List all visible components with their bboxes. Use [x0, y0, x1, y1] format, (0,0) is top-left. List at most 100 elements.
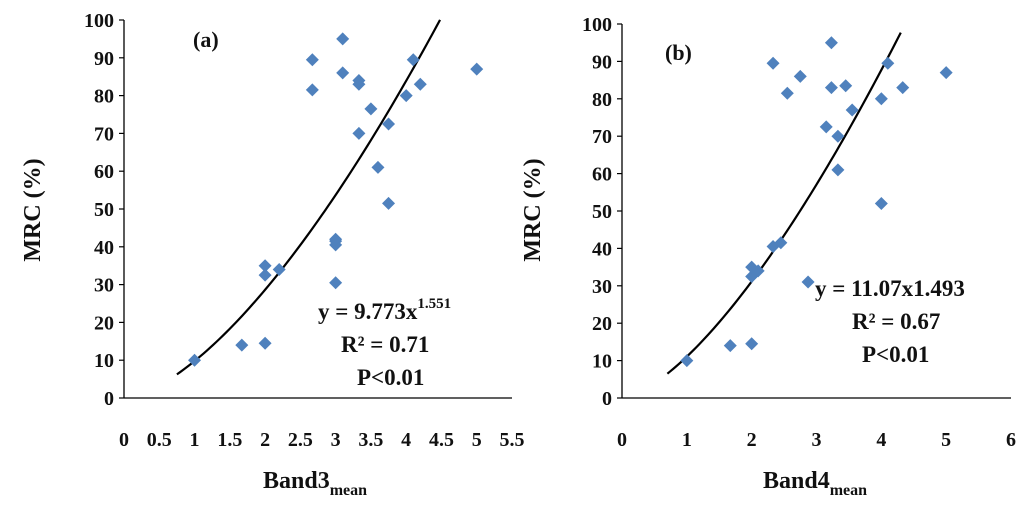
- panel-a-data-point: [371, 160, 385, 174]
- panel-a-data-point: [329, 232, 343, 246]
- panel-a-data-point: [352, 73, 366, 87]
- panel-a-y-tick-label: 70: [94, 123, 114, 145]
- panel-a-data-point: [272, 262, 286, 276]
- panel-a-equation: y = 9.773x1.551: [318, 296, 451, 324]
- panel-a-data-point: [336, 32, 350, 46]
- panel-a-x-axis-title: Band3mean: [263, 468, 367, 499]
- panel-a-fit-curve: [176, 19, 442, 376]
- panel-b-x-ticks: 0 1 2 3 4 5 6: [617, 429, 1016, 451]
- panel-a-y-tick-label: 60: [94, 161, 114, 183]
- panel-b-label: (b): [665, 40, 692, 65]
- panel-b-fit-curve: [666, 32, 902, 375]
- panel-b-data-point: [819, 120, 833, 134]
- panel-a-y-tick-label: 100: [84, 10, 114, 32]
- chart-panel-a: 0 10 20 30 40 50 60 70 80 90 100 0 0.5 1 1.5 2 2.5 3 3.5 4…: [20, 10, 525, 499]
- panel-b-y-tick-label: 30: [592, 276, 612, 298]
- panel-b-x-tick-label: 1: [682, 429, 692, 451]
- panel-b-data-point: [831, 163, 845, 177]
- panel-b-data-point: [774, 236, 788, 250]
- panel-b-data-point: [874, 92, 888, 106]
- panel-a-x-tick-label: 4.5: [429, 429, 454, 451]
- panel-b-y-tick-label: 10: [592, 351, 612, 373]
- panel-b-data-point: [896, 81, 910, 95]
- panel-a-data-point: [406, 53, 420, 67]
- panel-b-data-point: [723, 339, 737, 353]
- panel-a-data-point: [470, 62, 484, 76]
- panel-a-equation-exponent: 1.551: [417, 296, 451, 312]
- panel-b-y-axis-title: MRC (%): [520, 158, 546, 261]
- panel-a-y-axis-title: MRC (%): [20, 158, 46, 261]
- panel-a-data-point: [188, 353, 202, 367]
- panel-b-data-point: [751, 264, 765, 278]
- panel-a-y-tick-label: 10: [94, 350, 114, 372]
- panel-a-equation-base: y = 9.773x: [318, 299, 418, 324]
- panel-b-x-tick-label: 0: [617, 429, 627, 451]
- panel-a-data-point: [305, 83, 319, 97]
- chart-panel-b: 0 10 20 30 40 50 60 70 80 90 100 0 1 2 3 4 5 6 (b) MRC (…: [520, 14, 1016, 499]
- panel-a-x-tick-label: 5.5: [500, 429, 525, 451]
- panel-b-data-point: [824, 36, 838, 50]
- panel-b-y-tick-label: 50: [592, 201, 612, 223]
- panel-a-data-point: [382, 117, 396, 131]
- panel-a-y-tick-label: 30: [94, 275, 114, 297]
- panel-a-x-ticks: 0 0.5 1 1.5 2 2.5 3 3.5 4 4.5 5 5.5: [119, 429, 525, 451]
- panel-a-y-tick-label: 80: [94, 86, 114, 108]
- panel-b-data-point: [874, 197, 888, 211]
- panel-a-data-point: [235, 338, 249, 352]
- panel-b-x-tick-label: 3: [812, 429, 822, 451]
- panel-b-data-point: [793, 69, 807, 83]
- panel-a-y-tick-label: 40: [94, 237, 114, 259]
- panel-a-data-point: [382, 196, 396, 210]
- panel-a-x-tick-label: 1: [190, 429, 200, 451]
- panel-b-y-tick-label: 90: [592, 51, 612, 73]
- panel-a-data-point: [258, 268, 272, 282]
- panel-a-data-point: [258, 259, 272, 273]
- panel-b-data-point: [766, 56, 780, 70]
- panel-a-x-tick-label: 3: [331, 429, 341, 451]
- panel-a-points: [188, 32, 484, 367]
- panel-b-x-tick-label: 6: [1006, 429, 1016, 451]
- panel-b-r-squared: R² = 0.67: [852, 309, 940, 334]
- panel-a-data-point: [258, 336, 272, 350]
- panel-b-y-tick-label: 0: [602, 388, 612, 410]
- panel-a-y-tick-label: 50: [94, 199, 114, 221]
- panel-a-data-point: [305, 53, 319, 67]
- panel-a-x-tick-label: 1.5: [217, 429, 242, 451]
- panel-b-data-point: [831, 129, 845, 143]
- panel-b-data-point: [745, 337, 759, 351]
- panel-a-x-tick-label: 4: [401, 429, 411, 451]
- panel-b-y-tick-label: 20: [592, 313, 612, 335]
- panel-b-y-tick-label: 40: [592, 238, 612, 260]
- panel-a-data-point: [364, 102, 378, 116]
- panel-b-data-point: [680, 354, 694, 368]
- panel-a-x-tick-label: 2: [260, 429, 270, 451]
- panel-b-data-point: [939, 66, 953, 80]
- panel-a-y-tick-label: 0: [104, 388, 114, 410]
- panel-a-x-axis-title-sub: mean: [330, 482, 367, 499]
- panel-b-x-tick-label: 2: [747, 429, 757, 451]
- panel-b-x-tick-label: 4: [876, 429, 886, 451]
- panel-a-y-ticks: 0 10 20 30 40 50 60 70 80 90 100: [84, 10, 124, 410]
- panel-b-x-axis-title-sub: mean: [830, 482, 867, 499]
- panel-a-x-axis-title-main: Band3: [263, 468, 330, 494]
- panel-a-x-tick-label: 0.5: [147, 429, 172, 451]
- panel-a-r-squared: R² = 0.71: [341, 332, 429, 357]
- panel-a-data-point: [399, 89, 413, 103]
- panel-a-data-point: [336, 66, 350, 80]
- panel-a-data-point: [352, 126, 366, 140]
- panel-a-y-tick-label: 20: [94, 312, 114, 334]
- panel-b-y-tick-label: 80: [592, 89, 612, 111]
- panel-b-data-point: [780, 86, 794, 100]
- panel-b-data-point: [839, 79, 853, 93]
- panel-a-data-point: [329, 276, 343, 290]
- panel-a-x-tick-label: 2.5: [288, 429, 313, 451]
- panel-b-data-point: [801, 275, 815, 289]
- panel-b-y-tick-label: 100: [582, 14, 612, 36]
- panel-b-points: [680, 36, 953, 368]
- panel-b-p-value: P<0.01: [862, 342, 929, 367]
- panel-b-data-point: [824, 81, 838, 95]
- panel-a-x-tick-label: 3.5: [358, 429, 383, 451]
- panel-b-x-axis-title: Band4mean: [763, 468, 867, 499]
- panel-b-y-tick-label: 60: [592, 164, 612, 186]
